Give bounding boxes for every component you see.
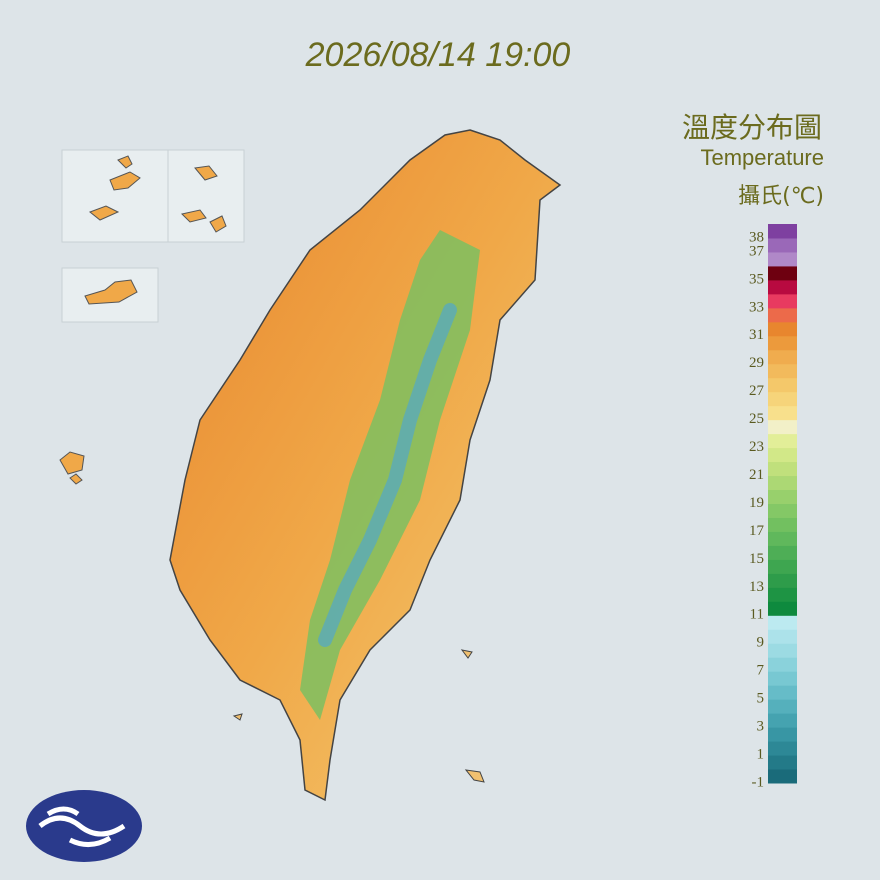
legend-swatch xyxy=(768,475,797,491)
legend-tick-label: 13 xyxy=(749,579,764,595)
legend-swatch xyxy=(768,755,797,770)
legend-tick-label: 7 xyxy=(757,663,765,679)
legend-swatch xyxy=(768,377,797,393)
legend-swatch xyxy=(768,517,797,532)
legend-tick-label: 21 xyxy=(749,467,764,483)
legend-tick-label: 31 xyxy=(749,327,764,343)
legend-swatch xyxy=(768,461,797,477)
legend-swatch xyxy=(768,615,797,630)
legend-swatch xyxy=(768,447,797,463)
legend-swatch xyxy=(768,321,797,337)
taiwan xyxy=(169,129,562,802)
legend-swatch xyxy=(768,237,797,253)
legend-swatch xyxy=(768,349,797,365)
legend-swatch xyxy=(768,265,797,281)
high-peaks xyxy=(318,303,457,647)
legend-tick-label: 23 xyxy=(749,439,764,455)
legend-tick-label: 25 xyxy=(749,411,764,427)
island xyxy=(232,649,485,783)
legend-tick-label: 27 xyxy=(749,383,765,399)
legend-swatch xyxy=(768,587,797,602)
legend-tick-label: 17 xyxy=(749,523,765,539)
legend-tick-label: 3 xyxy=(757,719,765,735)
legend-tick-label: 5 xyxy=(757,691,765,707)
legend-tick-label: 38 xyxy=(749,229,764,245)
legend-swatch xyxy=(768,629,797,644)
legend-swatch xyxy=(768,545,797,560)
legend-tick-label: 19 xyxy=(749,495,764,511)
logo xyxy=(26,790,142,862)
legend-unit: 攝氏(℃) xyxy=(738,184,824,209)
legend-swatch xyxy=(768,685,797,700)
legend-tick-label: 9 xyxy=(757,635,765,651)
legend: 溫度分布圖 Temperature 攝氏(℃) 3837353331292725… xyxy=(682,111,824,790)
legend-swatch xyxy=(768,503,797,518)
timestamp: 2026/08/14 19:00 xyxy=(305,36,571,74)
legend-swatch xyxy=(768,741,797,756)
inset-boxes xyxy=(59,149,245,485)
legend-swatch xyxy=(768,391,797,407)
legend-swatch xyxy=(768,293,797,309)
legend-swatch xyxy=(768,671,797,686)
legend-swatch xyxy=(768,643,797,658)
legend-swatch xyxy=(768,363,797,379)
legend-tick-label: 33 xyxy=(749,299,764,315)
legend-swatch xyxy=(768,307,797,323)
legend-swatch xyxy=(768,657,797,672)
legend-swatch xyxy=(768,559,797,574)
legend-swatch xyxy=(768,489,797,504)
legend-tick-label: 1 xyxy=(757,746,765,762)
legend-title: 溫度分布圖 xyxy=(682,111,822,144)
legend-swatch xyxy=(768,433,797,449)
legend-swatch xyxy=(768,419,797,435)
legend-swatch xyxy=(768,251,797,267)
legend-tick-label: 15 xyxy=(749,551,764,567)
island xyxy=(84,155,227,305)
legend-tick-label: 37 xyxy=(749,243,765,259)
legend-swatch xyxy=(768,713,797,728)
island xyxy=(59,451,85,485)
legend-swatch xyxy=(768,699,797,714)
legend-swatch xyxy=(768,601,797,616)
legend-swatch xyxy=(768,279,797,295)
legend-swatch xyxy=(768,727,797,742)
legend-swatch xyxy=(768,405,797,421)
legend-swatch xyxy=(768,224,797,239)
legend-tick-label: 11 xyxy=(750,607,764,623)
legend-tick-label: 35 xyxy=(749,271,764,287)
legend-tick-label: -1 xyxy=(752,774,765,790)
legend-swatch xyxy=(768,573,797,588)
legend-swatch xyxy=(768,769,797,784)
legend-tick-label: 29 xyxy=(749,355,764,371)
legend-swatch xyxy=(768,335,797,351)
legend-subtitle: Temperature xyxy=(700,145,824,170)
legend-swatch xyxy=(768,531,797,546)
